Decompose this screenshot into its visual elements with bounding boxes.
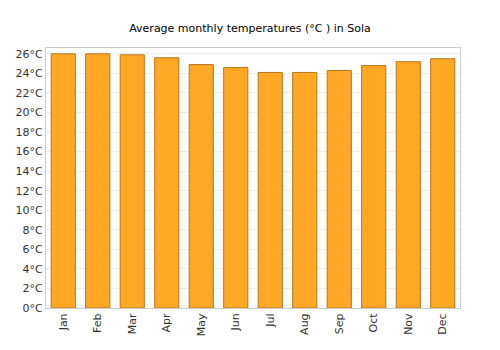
svg-text:0°C: 0°C (23, 302, 43, 315)
svg-text:8°C: 8°C (23, 224, 43, 237)
svg-text:Jan: Jan (57, 313, 70, 331)
svg-text:2°C: 2°C (23, 282, 43, 295)
svg-text:Apr: Apr (160, 313, 173, 333)
svg-text:10°C: 10°C (16, 204, 43, 217)
svg-text:Average monthly temperatures (: Average monthly temperatures (°C ) in So… (129, 22, 371, 35)
svg-text:May: May (195, 313, 208, 336)
svg-text:18°C: 18°C (16, 126, 43, 139)
svg-text:4°C: 4°C (23, 263, 43, 276)
svg-text:20°C: 20°C (16, 106, 43, 119)
svg-text:16°C: 16°C (16, 145, 43, 158)
svg-text:Feb: Feb (91, 313, 104, 332)
svg-text:Sep: Sep (333, 313, 346, 334)
svg-text:Mar: Mar (126, 313, 139, 334)
svg-text:22°C: 22°C (16, 87, 43, 100)
svg-text:Nov: Nov (402, 313, 415, 335)
svg-text:Jul: Jul (264, 313, 277, 327)
svg-text:26°C: 26°C (16, 48, 43, 61)
svg-text:6°C: 6°C (23, 243, 43, 256)
svg-text:12°C: 12°C (16, 185, 43, 198)
svg-text:Jun: Jun (229, 313, 242, 331)
svg-text:Aug: Aug (298, 313, 311, 334)
svg-text:24°C: 24°C (16, 67, 43, 80)
svg-text:Dec: Dec (436, 313, 449, 334)
svg-text:Oct: Oct (367, 313, 380, 333)
svg-text:14°C: 14°C (16, 165, 43, 178)
